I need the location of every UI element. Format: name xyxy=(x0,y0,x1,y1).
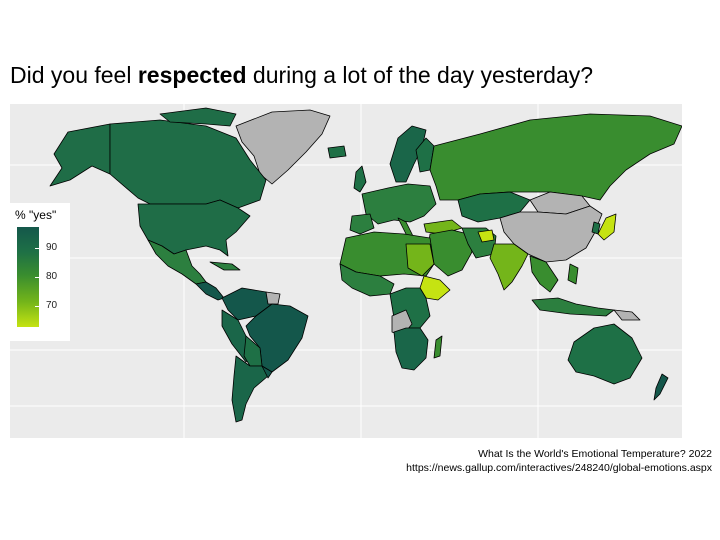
country-southeast-asia xyxy=(529,255,559,293)
country-argentina xyxy=(231,355,269,423)
country-uruguay xyxy=(261,365,273,379)
country-korea xyxy=(591,221,601,235)
country-southern-africa xyxy=(393,327,429,371)
country-new-guinea xyxy=(613,309,641,321)
legend-tick-label: 80 xyxy=(46,271,58,282)
country-brazil xyxy=(245,303,309,373)
legend-color-bar xyxy=(17,227,39,327)
legend-tick-label: 90 xyxy=(46,241,58,253)
chart-title: Did you feel respected during a lot of t… xyxy=(10,62,593,89)
country-russia xyxy=(429,113,682,201)
legend-title: % "yes" xyxy=(15,208,57,222)
country-indonesia xyxy=(531,297,615,317)
title-suffix: during a lot of the day yesterday? xyxy=(246,62,594,88)
legend-tick-mark xyxy=(35,247,39,249)
country-new-zealand xyxy=(653,373,669,401)
map-panel xyxy=(10,104,682,438)
country-uk xyxy=(353,165,367,193)
legend: % "yes" 90 80 70 xyxy=(10,203,70,341)
country-iberia xyxy=(349,213,375,235)
country-iceland xyxy=(327,145,347,159)
country-greenland xyxy=(235,109,331,185)
title-emphasis: respected xyxy=(137,62,247,88)
country-india xyxy=(489,243,529,291)
country-philippines xyxy=(567,263,579,285)
legend-tick-mark xyxy=(35,277,39,278)
country-alaska xyxy=(49,123,111,187)
country-guianas xyxy=(265,291,281,305)
country-canada-islands xyxy=(159,107,237,127)
country-egypt xyxy=(405,243,435,277)
world-map xyxy=(10,104,682,438)
caption-source-title: What Is the World's Emotional Temperatur… xyxy=(478,448,712,460)
country-japan xyxy=(597,213,617,241)
country-afghanistan xyxy=(477,229,495,243)
country-caribbean xyxy=(209,261,241,271)
caption-source-url: https://news.gallup.com/interactives/248… xyxy=(406,462,712,474)
country-madagascar xyxy=(433,335,443,359)
country-mexico xyxy=(147,239,207,285)
caption: What Is the World's Emotional Temperatur… xyxy=(406,447,712,475)
country-canada xyxy=(109,119,267,209)
legend-tick-label: 70 xyxy=(46,300,58,312)
title-prefix: Did you feel xyxy=(10,62,138,88)
country-western-europe xyxy=(361,183,437,225)
countries xyxy=(49,107,682,423)
country-central-america xyxy=(195,281,225,301)
legend-tick-mark xyxy=(35,306,39,308)
country-australia xyxy=(567,323,643,385)
